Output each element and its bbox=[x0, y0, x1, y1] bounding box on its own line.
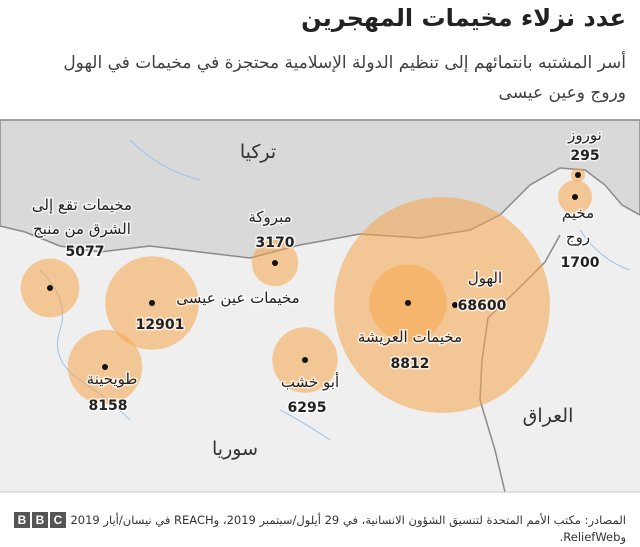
source: المصادر: مكتب الأمم المتحدة لتنسيق الشؤو… bbox=[70, 513, 626, 544]
camp-dot bbox=[405, 300, 411, 306]
camp-dot bbox=[302, 357, 308, 363]
subtitle: أسر المشتبه بانتمائهم إلى تنظيم الدولة ا… bbox=[63, 53, 626, 103]
camp-name: مبروكة bbox=[248, 208, 291, 226]
camp-name: روج bbox=[566, 228, 590, 247]
camp-name: الهول bbox=[468, 269, 502, 287]
camp-name: طويحينة bbox=[87, 370, 138, 388]
camp-name: مخيم bbox=[562, 204, 594, 222]
camp-dot bbox=[575, 172, 581, 178]
camp-name: أبو خشب bbox=[281, 372, 339, 391]
camp-dot bbox=[572, 194, 578, 200]
logo-letter: B bbox=[32, 512, 48, 528]
rivers bbox=[39, 139, 631, 441]
camp-name: نوروز bbox=[567, 126, 602, 144]
camp-name: الشرق من منبج bbox=[33, 220, 131, 238]
camp-dot bbox=[452, 302, 458, 308]
camp-value: 295 bbox=[570, 148, 599, 164]
camp-value: 6295 bbox=[288, 400, 327, 416]
camp-dot bbox=[272, 260, 278, 266]
camp-name: مخيمات العريشة bbox=[358, 328, 462, 346]
camp-value: 8158 bbox=[89, 398, 128, 414]
camp-name: مخيمات تقع إلى bbox=[32, 196, 132, 214]
camp-value: 3170 bbox=[256, 235, 295, 251]
camp-value: 5077 bbox=[66, 244, 105, 260]
camp-dot bbox=[102, 364, 108, 370]
camp-value: 1700 bbox=[561, 255, 600, 271]
camp-name: مخيمات عين عيسى bbox=[176, 289, 299, 307]
camp-dot bbox=[47, 285, 53, 291]
camp-dot bbox=[149, 300, 155, 306]
country-label: سوريا bbox=[212, 438, 258, 460]
logo-letter: C bbox=[50, 512, 66, 528]
title: عدد نزلاء مخيمات المهجرين bbox=[301, 4, 626, 32]
camp-value: 68600 bbox=[458, 298, 507, 314]
camp-value: 12901 bbox=[136, 317, 185, 333]
camp-value: 8812 bbox=[391, 356, 430, 372]
country-label: العراق bbox=[523, 405, 574, 427]
country-label: تركيا bbox=[240, 141, 276, 163]
logo-letter: B bbox=[14, 512, 30, 528]
